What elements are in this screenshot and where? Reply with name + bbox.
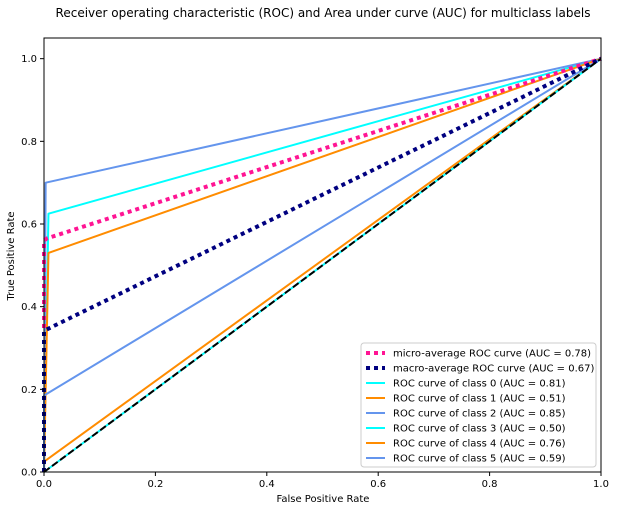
legend-label: macro-average ROC curve (AUC = 0.67) [393,364,595,375]
legend: micro-average ROC curve (AUC = 0.78) macr… [360,342,597,468]
y-tick-label: 0.6 [21,220,37,231]
legend-label: ROC curve of class 1 (AUC = 0.51) [393,394,566,405]
legend-label: ROC curve of class 4 (AUC = 0.76) [393,439,566,450]
x-tick-label: 0.2 [147,479,163,490]
legend-box [360,342,597,468]
y-tick-label: 0.4 [21,302,37,313]
legend-label: ROC curve of class 0 (AUC = 0.81) [393,379,566,390]
legend-label: ROC curve of class 5 (AUC = 0.59) [393,454,566,465]
legend-label: ROC curve of class 3 (AUC = 0.50) [393,424,566,435]
y-tick-label: 0.2 [21,385,37,396]
axes-frame [43,37,602,473]
x-tick-label: 0.6 [370,479,386,490]
x-tick-label: 0.4 [259,479,275,490]
reference-diagonal-line [43,57,602,473]
x-tick-label: 1.0 [593,479,609,490]
y-tick-label: 0.8 [21,137,37,148]
y-axis-label: True Positive Rate [6,211,17,301]
y-tick-label: 1.0 [21,54,37,65]
chart-title: Receiver operating characteristic (ROC) … [56,6,591,20]
axes: 0.0 0.2 0.4 0.6 0.8 1.0 0.0 0.2 0.4 0.6 0.8 1.0 [21,37,609,490]
x-tick-label: 0.8 [482,479,498,490]
legend-label: ROC curve of class 2 (AUC = 0.85) [393,409,566,420]
legend-label: micro-average ROC curve (AUC = 0.78) [393,349,591,360]
y-tick-label: 0.0 [21,468,37,479]
x-axis-label: False Positive Rate [277,494,370,505]
x-tick-label: 0.0 [36,479,52,490]
